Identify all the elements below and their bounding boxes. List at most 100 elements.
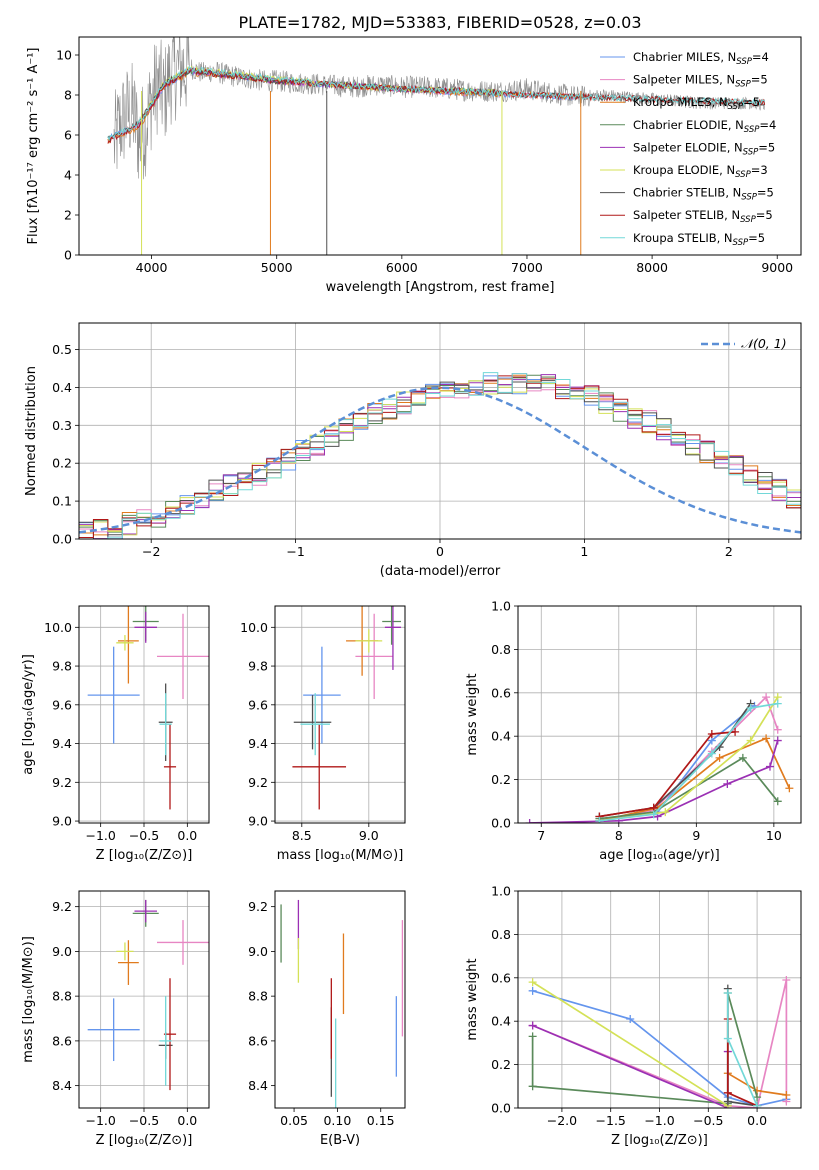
y-tick-label: 9.2 xyxy=(248,899,268,914)
axes-frame xyxy=(78,605,210,824)
series-marker xyxy=(746,736,755,745)
series-marker xyxy=(753,1093,762,1102)
x-axis-label: age [log₁₀(age/yr)] xyxy=(599,848,720,863)
plot-area xyxy=(525,693,794,823)
x-axis-label: E(B-V) xyxy=(320,1133,360,1148)
y-tick-label: 0.2 xyxy=(491,1057,511,1072)
x-tick-label: 10 xyxy=(766,828,782,843)
legend-label: 𝒩(0, 1) xyxy=(741,336,787,351)
x-axis-label: Z [log₁₀(Z/Z⊙)] xyxy=(611,1133,708,1148)
x-tick-label: −1 xyxy=(286,544,304,559)
y-axis-label: mass weight xyxy=(465,673,480,755)
x-tick-label: 8.5 xyxy=(292,828,312,843)
y-tick-label: 9.8 xyxy=(248,659,268,674)
x-tick-label: −0.5 xyxy=(129,828,159,843)
series-marker xyxy=(723,1088,732,1097)
y-tick-label: 10.0 xyxy=(44,620,72,635)
series-marker xyxy=(773,699,782,708)
y-tick-label: 9.2 xyxy=(52,775,72,790)
axes-frame xyxy=(517,605,802,824)
series-marker xyxy=(528,1082,537,1091)
series-line xyxy=(726,1019,758,1107)
x-axis-label: mass [log₁₀(M/M⊙)] xyxy=(277,848,404,863)
y-tick-label: 0.0 xyxy=(52,532,72,547)
x-tick-label: 4000 xyxy=(136,260,168,275)
plot-area xyxy=(79,372,801,539)
series-marker xyxy=(731,727,740,736)
y-tick-label: 0.8 xyxy=(491,642,511,657)
series-line xyxy=(599,705,756,822)
y-tick-label: 0 xyxy=(64,248,72,263)
chart-age-vs-mass: 8.5 9.0 9.0 9.2 9.4 9.6 9.8 10.0 mass [log₁₀(M/M… xyxy=(240,605,406,863)
y-axis-label: mass [log₁₀(M/M⊙)] xyxy=(21,936,36,1063)
x-tick-label: −2 xyxy=(142,544,160,559)
y-tick-label: 0.2 xyxy=(52,456,72,471)
y-tick-label: 0.8 xyxy=(491,927,511,942)
y-tick-label: 8.4 xyxy=(52,1078,72,1093)
chart-grid: 4000 5000 6000 7000 8000 90000246810wavelengt… xyxy=(21,36,802,1148)
y-tick-label: 0.5 xyxy=(52,342,72,357)
series-line xyxy=(532,981,729,1107)
x-tick-label: 0.05 xyxy=(280,1113,308,1128)
series-marker xyxy=(723,1097,732,1106)
y-tick-label: 9.0 xyxy=(248,814,268,829)
series-marker xyxy=(723,1034,732,1043)
x-tick-label: 8000 xyxy=(636,260,668,275)
x-tick-label: 9 xyxy=(692,828,700,843)
y-tick-label: 0.0 xyxy=(491,1101,511,1116)
model-spectrum-line xyxy=(107,65,765,142)
series-marker xyxy=(762,693,771,702)
x-axis-label: wavelength [Angstrom, rest frame] xyxy=(326,280,555,295)
y-tick-label: 10.0 xyxy=(240,620,268,635)
plot-area xyxy=(292,606,401,810)
legend-label: Kroupa ELODIE, NSSP=3 xyxy=(633,163,768,180)
y-axis-label: age [log₁₀(age/yr)] xyxy=(21,654,36,775)
y-axis-label: Flux [fλ10⁻¹⁷ erg cm⁻² s⁻¹ A⁻¹] xyxy=(26,48,41,245)
x-tick-label: 6000 xyxy=(386,260,418,275)
series-marker xyxy=(525,819,534,823)
y-tick-label: 8.4 xyxy=(248,1078,268,1093)
series-marker xyxy=(715,753,724,762)
y-tick-label: 8 xyxy=(64,88,72,103)
x-tick-label: 1 xyxy=(580,544,588,559)
chart-residuals: −2 −1 0 1 2 0.0 0.1 0.2 0.3 0.4 0.5 (data-model)/er… xyxy=(24,322,802,579)
series-line xyxy=(532,979,788,1108)
series-marker xyxy=(723,779,732,788)
series-marker xyxy=(746,703,755,712)
x-tick-label: −1.5 xyxy=(596,1113,626,1128)
y-tick-label: 8.6 xyxy=(248,1033,268,1048)
x-tick-label: 0.10 xyxy=(323,1113,351,1128)
x-axis-label: Z [log₁₀(Z/Z⊙)] xyxy=(96,848,193,863)
x-tick-label: −0.5 xyxy=(693,1113,723,1128)
x-tick-label: −0.5 xyxy=(129,1113,159,1128)
series-line xyxy=(599,731,736,818)
x-tick-label: 8 xyxy=(615,828,623,843)
series-marker xyxy=(765,762,774,771)
y-tick-label: 9.8 xyxy=(52,659,72,674)
y-tick-label: 0.0 xyxy=(491,816,511,831)
y-tick-label: 9.4 xyxy=(248,736,268,751)
series-marker xyxy=(773,725,782,734)
plot-area xyxy=(107,37,766,255)
x-tick-label: 7 xyxy=(537,828,545,843)
series-marker xyxy=(528,986,537,995)
y-tick-label: 9.2 xyxy=(248,775,268,790)
chart-massweight-vs-metallicity: −2.0 −1.5 −1.0 −0.5 0.0 0.0 0.2 0.4 0.6 0.8 1.0 Z [… xyxy=(465,884,802,1148)
y-tick-label: 8.8 xyxy=(248,989,268,1004)
series-marker xyxy=(649,810,658,819)
series-marker xyxy=(707,730,716,739)
x-tick-label: 0.15 xyxy=(367,1113,395,1128)
series-marker xyxy=(773,797,782,806)
y-tick-label: 0.1 xyxy=(52,494,72,509)
y-tick-label: 10 xyxy=(56,48,72,63)
legend: Chabrier MILES, NSSP=4 Salpeter MILES, NS… xyxy=(600,50,776,248)
y-tick-label: 9.6 xyxy=(248,697,268,712)
series-marker xyxy=(707,749,716,758)
x-tick-label: −1.0 xyxy=(644,1113,674,1128)
y-tick-label: 0.6 xyxy=(491,685,511,700)
x-tick-label: −1.0 xyxy=(85,828,115,843)
series-line xyxy=(529,740,779,823)
y-tick-label: 8.6 xyxy=(52,1033,72,1048)
x-tick-label: −2.0 xyxy=(547,1113,577,1128)
